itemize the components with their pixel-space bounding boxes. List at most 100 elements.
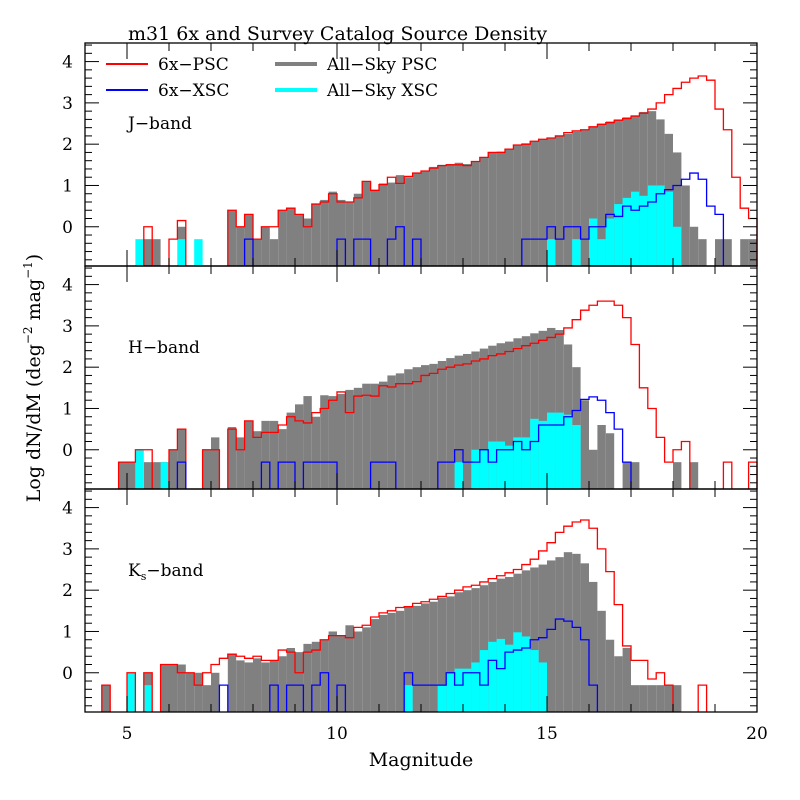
allsky-psc-bar [353, 193, 363, 266]
six-xsc-step [243, 172, 725, 266]
allsky-xsc-bar [605, 218, 615, 266]
allsky-xsc-bar [563, 414, 573, 489]
allsky-xsc-bar [656, 185, 665, 266]
allsky-psc-bar [370, 189, 379, 266]
allsky-psc-bar [463, 163, 472, 266]
allsky-psc-bar [169, 664, 178, 712]
series-allsky_xsc [127, 632, 547, 712]
allsky-xsc-bar [538, 662, 547, 712]
allsky-psc-bar [311, 416, 321, 489]
allsky-psc-bar [740, 239, 749, 266]
six-xsc-step [218, 618, 599, 712]
allsky-xsc-bar [488, 641, 497, 712]
y-tick-label: 3 [62, 317, 73, 337]
y-tick-label: 4 [62, 276, 73, 296]
allsky-psc-bar [253, 431, 262, 489]
allsky-psc-bar [496, 343, 505, 489]
allsky-psc-bar [286, 412, 295, 489]
allsky-xsc-bar [135, 239, 144, 266]
allsky-psc-bar [286, 208, 295, 266]
allsky-psc-bar [589, 449, 598, 489]
y-tick-label: 2 [62, 581, 73, 601]
allsky-xsc-bar [673, 226, 682, 266]
allsky-psc-bar [227, 654, 237, 712]
allsky-psc-bar [127, 462, 136, 489]
allsky-psc-bar [597, 424, 606, 489]
allsky-psc-bar [538, 139, 547, 266]
y-tick-label: 3 [62, 540, 73, 560]
allsky-xsc-bar [530, 418, 539, 489]
legend-label: All−Sky XSC [326, 81, 438, 101]
x-tick-label: 20 [746, 724, 768, 744]
allsky-psc-bar [362, 627, 371, 712]
allsky-psc-bar [639, 685, 648, 712]
y-tick-label: 4 [62, 53, 73, 73]
y-tick-label: 0 [62, 664, 73, 684]
allsky-xsc-bar [496, 441, 505, 489]
series-six_xsc [243, 172, 725, 266]
allsky-psc-bar [479, 585, 489, 712]
allsky-psc-bar [479, 348, 489, 489]
allsky-psc-bar [605, 121, 615, 267]
legend-entry: All−Sky XSC [275, 81, 438, 101]
allsky-psc-bar [328, 631, 337, 712]
allsky-psc-bar [463, 590, 472, 712]
x-tick-label: 5 [122, 724, 133, 744]
allsky-psc-bar [353, 387, 363, 489]
allsky-psc-bar [471, 161, 480, 266]
allsky-psc-bar [631, 115, 640, 266]
allsky-psc-bar [513, 338, 522, 489]
allsky-psc-bar [379, 614, 388, 712]
allsky-psc-bar [328, 191, 337, 266]
allsky-psc-bar [379, 183, 388, 266]
allsky-psc-bar [244, 214, 253, 266]
series-six_psc [117, 300, 758, 489]
allsky-xsc-bar [647, 185, 657, 266]
allsky-psc-bar [689, 226, 699, 266]
y-label-mid: mag [23, 279, 45, 327]
allsky-xsc-bar [547, 239, 556, 266]
allsky-psc-bar [580, 129, 589, 266]
allsky-psc-bar [337, 394, 346, 489]
band-label-main: J−band [126, 114, 192, 134]
allsky-psc-bar [236, 660, 245, 712]
allsky-psc-bar [143, 462, 153, 489]
allsky-xsc-bar [622, 197, 631, 266]
allsky-psc-bar [261, 662, 270, 712]
allsky-psc-bar [286, 647, 295, 712]
six-psc-step [117, 300, 758, 489]
allsky-psc-bar [698, 239, 707, 266]
allsky-psc-bar [429, 166, 438, 266]
allsky-psc-bar [639, 111, 648, 266]
allsky-psc-bar [194, 672, 203, 712]
legend: 6x−PSC All−Sky PSC 6x−XSC All−Sky XSC [106, 55, 438, 101]
six-xsc-step [176, 396, 632, 489]
allsky-xsc-bar [471, 449, 480, 489]
allsky-xsc-bar [471, 662, 480, 712]
allsky-psc-bar [454, 162, 463, 266]
allsky-psc-bar [572, 131, 581, 266]
allsky-xsc-bar [597, 239, 606, 266]
allsky-psc-bar [278, 656, 287, 712]
allsky-psc-bar [555, 135, 564, 266]
allsky-psc-bar [521, 336, 531, 489]
allsky-xsc-bar [437, 685, 447, 712]
allsky-psc-bar [169, 449, 178, 489]
allsky-psc-bar [622, 117, 631, 266]
allsky-psc-bar [185, 672, 195, 712]
legend-label: 6x−XSC [158, 81, 229, 101]
band-label: H−band [128, 338, 200, 358]
allsky-psc-bar [227, 210, 237, 266]
allsky-psc-bar [631, 462, 640, 489]
allsky-psc-bar [723, 239, 732, 266]
allsky-psc-bar [412, 173, 421, 266]
allsky-psc-bar [589, 126, 598, 266]
allsky-psc-bar [295, 404, 304, 489]
allsky-psc-bar [303, 643, 312, 712]
allsky-psc-bar [269, 239, 279, 266]
band-label-sub: s [141, 570, 147, 583]
allsky-xsc-bar [505, 644, 514, 712]
allsky-psc-bar [404, 606, 413, 712]
allsky-psc-bar [320, 395, 329, 489]
allsky-psc-bar [379, 381, 388, 489]
